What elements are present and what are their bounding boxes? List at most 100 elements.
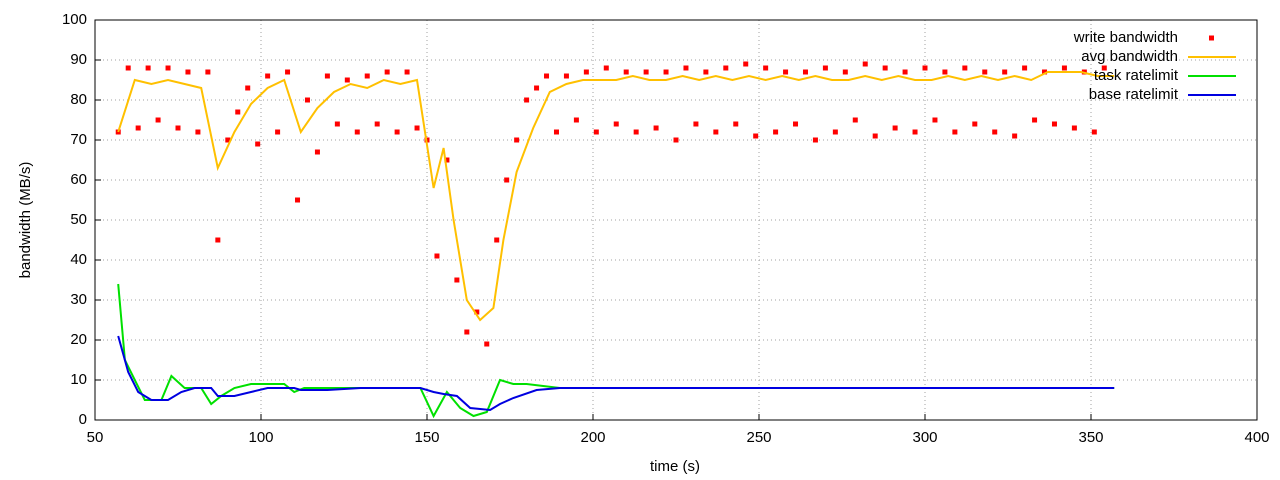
x-tick-label: 350	[1078, 429, 1103, 446]
data-point	[324, 73, 330, 79]
legend-label: base ratelimit	[1089, 86, 1179, 103]
data-point	[882, 65, 888, 71]
y-tick-label: 90	[70, 51, 87, 68]
data-point	[434, 253, 440, 259]
data-point	[623, 69, 629, 75]
data-point	[464, 329, 470, 335]
data-point	[773, 129, 779, 135]
data-point	[553, 129, 559, 135]
y-tick-label: 60	[70, 171, 87, 188]
data-point	[962, 65, 968, 71]
data-point	[384, 69, 390, 75]
data-point	[922, 65, 928, 71]
x-axis-title: time (s)	[650, 458, 700, 475]
data-point	[613, 121, 619, 127]
data-point	[175, 125, 181, 131]
y-tick-label: 30	[70, 291, 87, 308]
x-tick-label: 400	[1244, 429, 1269, 446]
data-point	[942, 69, 948, 75]
legend-swatch	[1209, 35, 1214, 41]
data-point	[544, 73, 550, 79]
data-point	[992, 129, 998, 135]
data-point	[265, 73, 271, 79]
data-point	[1091, 129, 1097, 135]
data-point	[852, 117, 858, 123]
data-point	[215, 237, 221, 243]
data-point	[703, 69, 709, 75]
data-point	[663, 69, 669, 75]
data-point	[235, 109, 241, 115]
data-point	[444, 157, 450, 163]
data-point	[414, 125, 420, 131]
data-point	[912, 129, 918, 135]
y-tick-label: 70	[70, 131, 87, 148]
x-tick-label: 300	[912, 429, 937, 446]
data-point	[573, 117, 579, 123]
data-point	[524, 97, 530, 103]
data-point	[603, 65, 609, 71]
legend-label: task ratelimit	[1094, 67, 1179, 84]
data-point	[165, 65, 171, 71]
data-line	[117, 335, 1115, 412]
data-point	[295, 197, 301, 203]
data-point	[1051, 121, 1057, 127]
data-point	[982, 69, 988, 75]
y-tick-label: 20	[70, 331, 87, 348]
data-point	[185, 69, 191, 75]
data-point	[952, 129, 958, 135]
data-point	[255, 141, 261, 147]
y-tick-label: 40	[70, 251, 87, 268]
data-point	[812, 137, 818, 143]
x-tick-label: 150	[414, 429, 439, 446]
y-tick-label: 0	[79, 411, 87, 428]
data-point	[842, 69, 848, 75]
y-axis-title: bandwidth (MB/s)	[17, 162, 34, 279]
data-point	[1002, 69, 1008, 75]
x-tick-label: 100	[248, 429, 273, 446]
data-point	[802, 69, 808, 75]
data-point	[723, 65, 729, 71]
data-point	[972, 121, 978, 127]
x-tick-label: 50	[87, 429, 104, 446]
data-point	[763, 65, 769, 71]
plot-border	[94, 19, 1258, 421]
data-point	[1032, 117, 1038, 123]
data-point	[285, 69, 291, 75]
data-point	[563, 73, 569, 79]
data-point	[872, 133, 878, 139]
data-point	[155, 117, 161, 123]
data-point	[932, 117, 938, 123]
x-tick-label: 250	[746, 429, 771, 446]
data-point	[195, 129, 201, 135]
data-point	[753, 133, 759, 139]
legend-label: avg bandwidth	[1081, 48, 1178, 65]
data-point	[304, 97, 310, 103]
data-point	[1022, 65, 1028, 71]
data-point	[1042, 69, 1048, 75]
data-point	[713, 129, 719, 135]
data-point	[344, 77, 350, 83]
data-point	[145, 65, 151, 71]
data-point	[314, 149, 320, 155]
y-tick-label: 80	[70, 91, 87, 108]
data-point	[1071, 125, 1077, 131]
data-point	[793, 121, 799, 127]
data-line	[117, 283, 1115, 419]
data-point	[743, 61, 749, 67]
data-point	[454, 277, 460, 283]
data-point	[275, 129, 281, 135]
data-point	[822, 65, 828, 71]
data-point	[1061, 65, 1067, 71]
data-point	[633, 129, 639, 135]
data-point	[404, 69, 410, 75]
legend-label: write bandwidth	[1073, 29, 1178, 46]
x-tick-label: 200	[580, 429, 605, 446]
data-point	[474, 309, 480, 315]
data-point	[1101, 65, 1107, 71]
data-point	[783, 69, 789, 75]
data-point	[534, 85, 540, 91]
data-point	[593, 129, 599, 135]
data-point	[892, 125, 898, 131]
data-point	[862, 61, 868, 67]
